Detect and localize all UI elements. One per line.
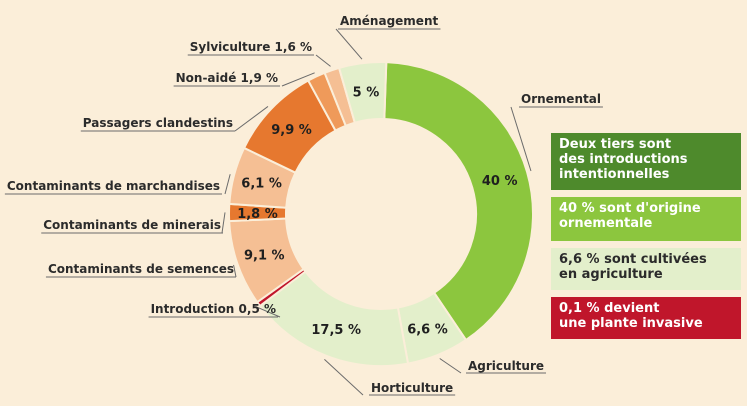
leader-line	[335, 28, 363, 60]
slice-category-label: Contaminants de minerais	[43, 218, 221, 232]
slice-value-label: 1,8 %	[237, 207, 278, 222]
legend-text: 40 % sont d'origine ornementale	[559, 201, 701, 231]
slice-category-label: Horticulture	[371, 381, 453, 395]
slice-category-label: Ornemental	[521, 92, 601, 106]
legend-text: 6,6 % sont cultivées en agriculture	[559, 252, 707, 282]
slice-value-label: 40 %	[482, 174, 518, 189]
slice-category-label: Introduction 0,5 %	[151, 302, 276, 316]
legend-agriculture: 6,6 % sont cultivées en agriculture	[551, 248, 741, 290]
leader-line	[233, 264, 237, 278]
slice-value-label: 9,9 %	[271, 123, 312, 138]
leader-line	[281, 72, 315, 87]
slice-category-label: Sylviculture 1,6 %	[190, 40, 312, 54]
slice-category-label: Contaminants de marchandises	[7, 179, 220, 193]
slice-value-label: 6,1 %	[241, 176, 282, 191]
slice-category-label: Aménagement	[340, 14, 438, 28]
slice-ornemental	[383, 61, 534, 342]
leader-line	[510, 106, 532, 172]
slice-category-label: Non-aidé 1,9 %	[176, 71, 278, 85]
legend-invasive: 0,1 % devient une plante invasive	[551, 297, 741, 339]
legend-text: 0,1 % devient une plante invasive	[559, 301, 703, 331]
leader-line	[234, 106, 269, 132]
slice-value-label: 5 %	[353, 85, 380, 100]
legend-ornamental-origin: 40 % sont d'origine ornementale	[551, 197, 741, 241]
leader-line	[224, 174, 231, 195]
slice-category-label: Passagers clandestins	[83, 116, 233, 130]
slice-value-label: 17,5 %	[311, 323, 361, 338]
slice-value-label: 9,1 %	[244, 248, 285, 263]
slice-value-label: 6,6 %	[407, 322, 448, 337]
leader-line	[324, 359, 364, 396]
slice-category-label: Contaminants de semences	[48, 262, 234, 276]
leader-line	[255, 305, 281, 318]
leader-line	[315, 54, 331, 67]
slice-category-label: Agriculture	[468, 359, 544, 373]
leader-line	[439, 358, 462, 374]
legend-intentional-introductions: Deux tiers sont des introductions intent…	[551, 133, 741, 190]
legend-text: Deux tiers sont des introductions intent…	[559, 137, 688, 182]
slice-am-nagement	[337, 61, 388, 124]
leader-line	[221, 212, 226, 234]
